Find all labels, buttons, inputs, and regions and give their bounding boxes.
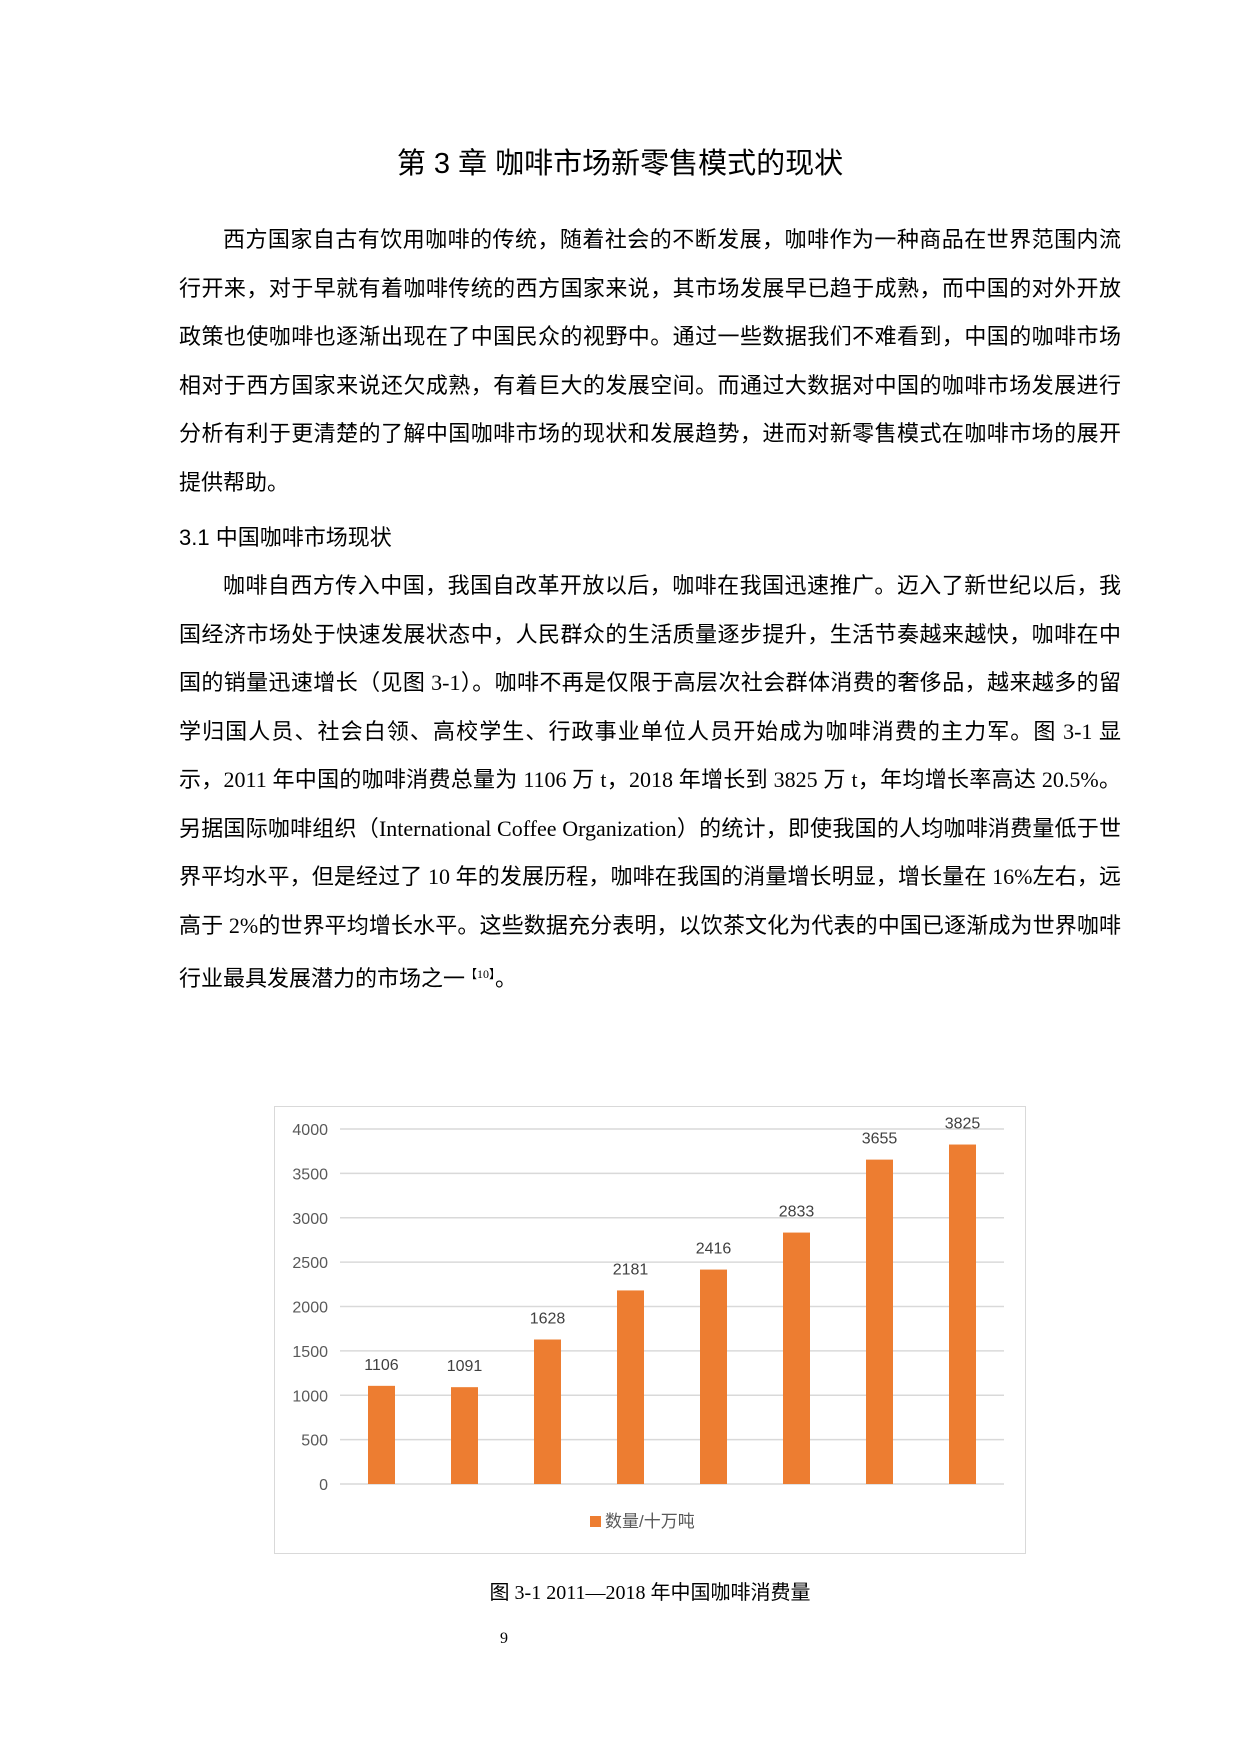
paragraph-market: 咖啡自西方传入中国，我国自改革开放以后，咖啡在我国迅速推广。迈入了新世纪以后，我… (179, 562, 1121, 1004)
data-label: 2833 (779, 1204, 815, 1221)
bar-chart: 0 500 1000 1500 2000 2500 3000 3500 4000 1106 1091… (292, 1116, 1004, 1531)
y-tick-label: 3500 (292, 1166, 328, 1183)
y-tick-label: 4000 (292, 1122, 328, 1139)
data-label: 1106 (364, 1357, 399, 1374)
bar (949, 1144, 976, 1484)
y-tick-label: 3000 (292, 1211, 328, 1228)
citation: 【10】 (465, 967, 496, 981)
legend-label: 数量/十万吨 (605, 1512, 695, 1531)
paragraph-intro: 西方国家自古有饮用咖啡的传统，随着社会的不断发展，咖啡作为一种商品在世界范围内流… (179, 227, 1121, 495)
bar (783, 1232, 810, 1484)
data-label: 3825 (945, 1116, 981, 1133)
bar (368, 1385, 395, 1484)
bar (700, 1269, 727, 1484)
figure-caption: 图 3-1 2011—2018 年中国咖啡消费量 (489, 1582, 811, 1604)
bar (617, 1290, 644, 1484)
y-tick-label: 1000 (292, 1388, 328, 1405)
bar (866, 1159, 893, 1484)
bar (451, 1387, 478, 1484)
data-label: 2416 (696, 1241, 732, 1258)
chapter-title: 第 3 章 咖啡市场新零售模式的现状 (396, 148, 844, 180)
data-label: 1091 (447, 1358, 483, 1375)
data-label: 1628 (530, 1311, 566, 1328)
chart-frame (274, 1106, 1026, 1554)
y-tick-label: 500 (301, 1433, 328, 1450)
section-heading: 3.1 中国咖啡市场现状 (179, 525, 392, 550)
data-label: 3655 (862, 1131, 898, 1148)
paragraph-market-text: 咖啡自西方传入中国，我国自改革开放以后，咖啡在我国迅速推广。迈入了新世纪以后，我… (179, 573, 1121, 991)
paragraph-end: 。 (495, 966, 518, 991)
y-tick-label: 2500 (292, 1255, 328, 1272)
legend-swatch (590, 1516, 601, 1527)
bar (534, 1339, 561, 1484)
y-tick-label: 0 (319, 1477, 328, 1494)
y-tick-label: 2000 (292, 1300, 328, 1317)
data-label: 2181 (613, 1261, 649, 1278)
y-tick-label: 1500 (292, 1344, 328, 1361)
page-number: 9 (500, 1630, 508, 1647)
